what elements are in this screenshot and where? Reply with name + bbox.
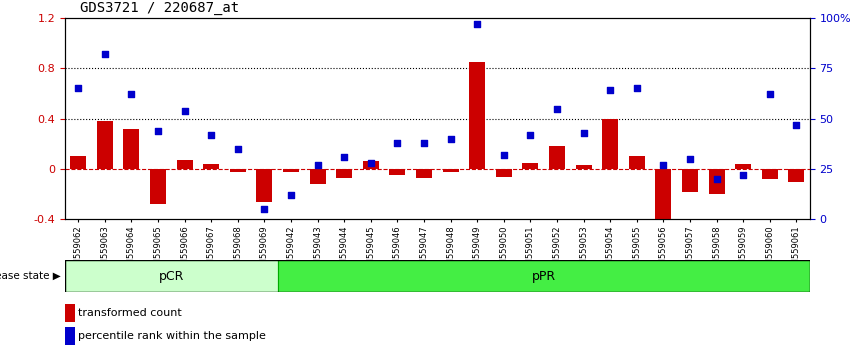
- Bar: [278, 260, 810, 292]
- Point: [204, 132, 218, 138]
- Point: [630, 85, 643, 91]
- Bar: [496, 169, 512, 177]
- Bar: [522, 163, 539, 169]
- Point: [497, 152, 511, 158]
- Point: [231, 146, 245, 152]
- Bar: [229, 169, 246, 172]
- Point: [151, 128, 165, 133]
- Bar: [656, 169, 671, 232]
- Text: pCR: pCR: [158, 270, 184, 282]
- Point: [577, 130, 591, 136]
- Bar: [150, 169, 166, 204]
- Point: [417, 140, 431, 145]
- Point: [470, 21, 484, 27]
- Point: [257, 206, 271, 212]
- Point: [656, 162, 670, 168]
- Point: [736, 172, 750, 178]
- Bar: [65, 260, 278, 292]
- Text: transformed count: transformed count: [78, 308, 182, 318]
- Point: [763, 92, 777, 97]
- Point: [178, 108, 191, 113]
- Point: [550, 105, 564, 111]
- Bar: [416, 169, 432, 178]
- Text: GDS3721 / 220687_at: GDS3721 / 220687_at: [80, 1, 239, 15]
- Point: [443, 136, 457, 142]
- Bar: [65, 327, 74, 345]
- Bar: [708, 169, 725, 194]
- Bar: [336, 169, 352, 178]
- Bar: [549, 146, 565, 169]
- Bar: [363, 161, 378, 169]
- Bar: [70, 156, 87, 169]
- Bar: [310, 169, 326, 184]
- Bar: [65, 304, 74, 321]
- Bar: [256, 169, 273, 202]
- Bar: [283, 169, 299, 172]
- Bar: [762, 169, 778, 179]
- Bar: [788, 169, 805, 182]
- Point: [284, 193, 298, 198]
- Text: disease state ▶: disease state ▶: [0, 271, 61, 281]
- Text: percentile rank within the sample: percentile rank within the sample: [78, 331, 266, 341]
- Bar: [390, 169, 405, 175]
- Point: [125, 92, 139, 97]
- Text: pPR: pPR: [532, 270, 556, 282]
- Point: [98, 51, 112, 57]
- Bar: [469, 62, 485, 169]
- Point: [364, 160, 378, 166]
- Bar: [629, 156, 645, 169]
- Bar: [204, 164, 219, 169]
- Point: [709, 176, 723, 182]
- Point: [683, 156, 697, 162]
- Bar: [177, 160, 192, 169]
- Point: [523, 132, 537, 138]
- Point: [311, 162, 325, 168]
- Bar: [443, 169, 459, 172]
- Point: [790, 122, 804, 127]
- Bar: [576, 165, 591, 169]
- Bar: [97, 121, 113, 169]
- Point: [71, 85, 85, 91]
- Point: [337, 154, 351, 160]
- Bar: [602, 119, 618, 169]
- Bar: [735, 164, 751, 169]
- Bar: [682, 169, 698, 192]
- Point: [604, 87, 617, 93]
- Point: [391, 140, 404, 145]
- Bar: [124, 129, 139, 169]
